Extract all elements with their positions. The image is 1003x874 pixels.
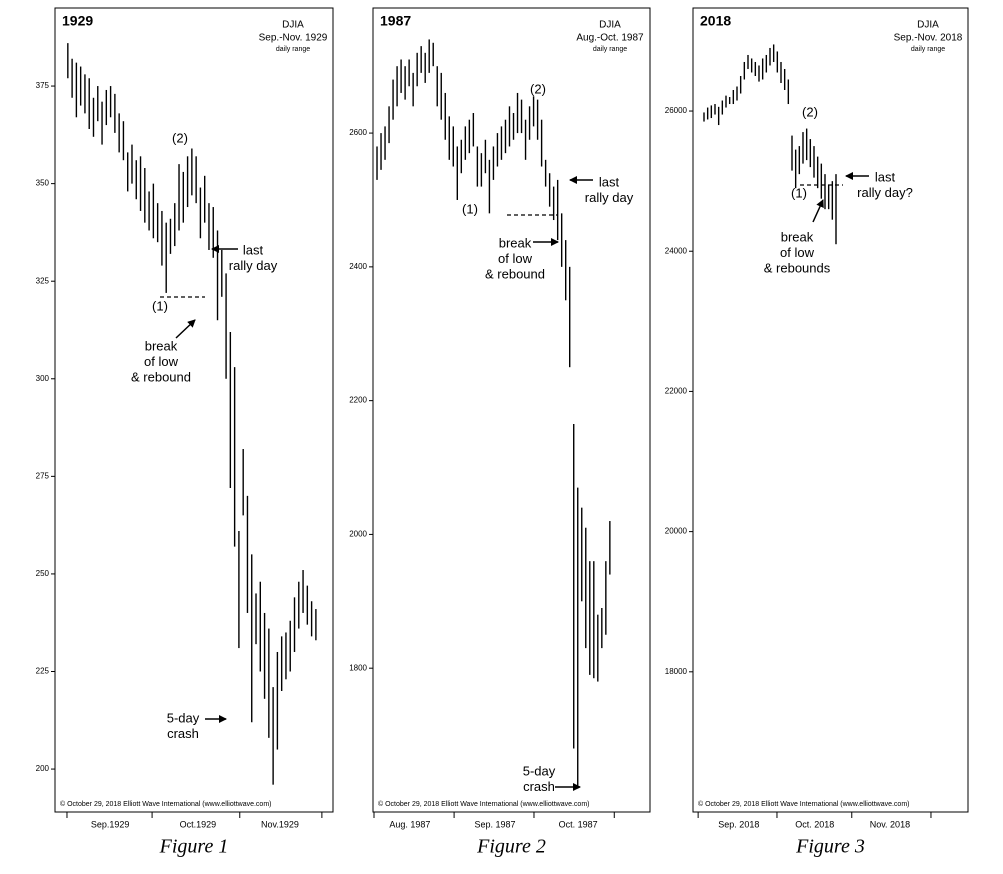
annotation: rally day bbox=[229, 258, 278, 273]
y-tick-label: 18000 bbox=[665, 667, 688, 676]
note: daily range bbox=[911, 46, 945, 53]
y-tick-label: 20000 bbox=[665, 527, 688, 536]
copyright: © October 29, 2018 Elliott Wave Internat… bbox=[378, 800, 590, 808]
x-tick-label: Nov. 2018 bbox=[870, 819, 910, 829]
copyright: © October 29, 2018 Elliott Wave Internat… bbox=[698, 800, 910, 808]
annotation: (2) bbox=[530, 81, 546, 96]
annotation: of low bbox=[144, 354, 179, 369]
y-tick-label: 350 bbox=[36, 179, 50, 188]
y-tick-label: 22000 bbox=[665, 387, 688, 396]
y-tick-label: 2400 bbox=[349, 262, 367, 271]
annotation: (2) bbox=[802, 104, 818, 119]
subtitle: Aug.-Oct. 1987 bbox=[576, 33, 644, 44]
panel-title: 2018 bbox=[700, 13, 731, 29]
annotation: & rebounds bbox=[764, 260, 831, 275]
y-tick-label: 1800 bbox=[349, 663, 367, 672]
annotation: (1) bbox=[462, 201, 478, 216]
annotation: & rebound bbox=[485, 266, 545, 281]
panel-title: 1987 bbox=[380, 13, 411, 29]
figure-caption: Figure 3 bbox=[795, 836, 865, 858]
annotation: rally day bbox=[585, 190, 634, 205]
plot-frame bbox=[54, 7, 334, 813]
note: daily range bbox=[593, 46, 627, 53]
y-tick-label: 325 bbox=[36, 276, 50, 285]
annotation: crash bbox=[523, 779, 555, 794]
x-tick-label: Oct. 2018 bbox=[795, 819, 834, 829]
annotation: rally day? bbox=[857, 185, 913, 200]
annotation: (1) bbox=[152, 298, 168, 313]
x-tick-label: Oct. 1987 bbox=[559, 819, 598, 829]
copyright: © October 29, 2018 Elliott Wave Internat… bbox=[60, 800, 272, 808]
annotation: last bbox=[243, 242, 264, 257]
x-tick-label: Oct.1929 bbox=[180, 819, 217, 829]
x-tick-label: Sep. 2018 bbox=[718, 819, 759, 829]
figure-caption: Figure 2 bbox=[476, 836, 546, 858]
annotation: of low bbox=[498, 251, 533, 266]
note: daily range bbox=[276, 46, 310, 53]
y-tick-label: 2200 bbox=[349, 396, 367, 405]
x-tick-label: Aug. 1987 bbox=[389, 819, 430, 829]
annotation: (1) bbox=[791, 185, 807, 200]
subtitle: Sep.-Nov. 2018 bbox=[894, 33, 963, 44]
y-tick-label: 275 bbox=[36, 471, 50, 480]
y-tick-label: 2000 bbox=[349, 530, 367, 539]
y-tick-label: 225 bbox=[36, 667, 50, 676]
annotation: (2) bbox=[172, 130, 188, 145]
index-name: DJIA bbox=[917, 20, 939, 31]
y-tick-label: 200 bbox=[36, 764, 50, 773]
figure-caption: Figure 1 bbox=[159, 836, 229, 858]
annotation: break bbox=[781, 229, 814, 244]
annotation: last bbox=[599, 174, 620, 189]
y-tick-label: 2600 bbox=[349, 128, 367, 137]
plot-frame bbox=[372, 7, 651, 813]
x-tick-label: Nov.1929 bbox=[261, 819, 299, 829]
arrow bbox=[812, 199, 824, 223]
index-name: DJIA bbox=[282, 20, 304, 31]
plot-frame bbox=[692, 7, 969, 813]
y-tick-label: 250 bbox=[36, 569, 50, 578]
index-name: DJIA bbox=[599, 20, 621, 31]
annotation: 5-day bbox=[523, 763, 556, 778]
panel-title: 1929 bbox=[62, 13, 93, 29]
annotation: last bbox=[875, 169, 896, 184]
y-tick-label: 375 bbox=[36, 81, 50, 90]
annotation: 5-day bbox=[167, 710, 200, 725]
arrow bbox=[175, 319, 196, 339]
y-tick-label: 300 bbox=[36, 374, 50, 383]
annotation: of low bbox=[780, 245, 815, 260]
x-tick-label: Sep.1929 bbox=[91, 819, 130, 829]
y-tick-label: 26000 bbox=[665, 106, 688, 115]
subtitle: Sep.-Nov. 1929 bbox=[259, 33, 328, 44]
y-tick-label: 24000 bbox=[665, 246, 688, 255]
x-tick-label: Sep. 1987 bbox=[475, 819, 516, 829]
annotation: break bbox=[499, 235, 532, 250]
annotation: & rebound bbox=[131, 369, 191, 384]
annotation: break bbox=[145, 338, 178, 353]
annotation: crash bbox=[167, 726, 199, 741]
